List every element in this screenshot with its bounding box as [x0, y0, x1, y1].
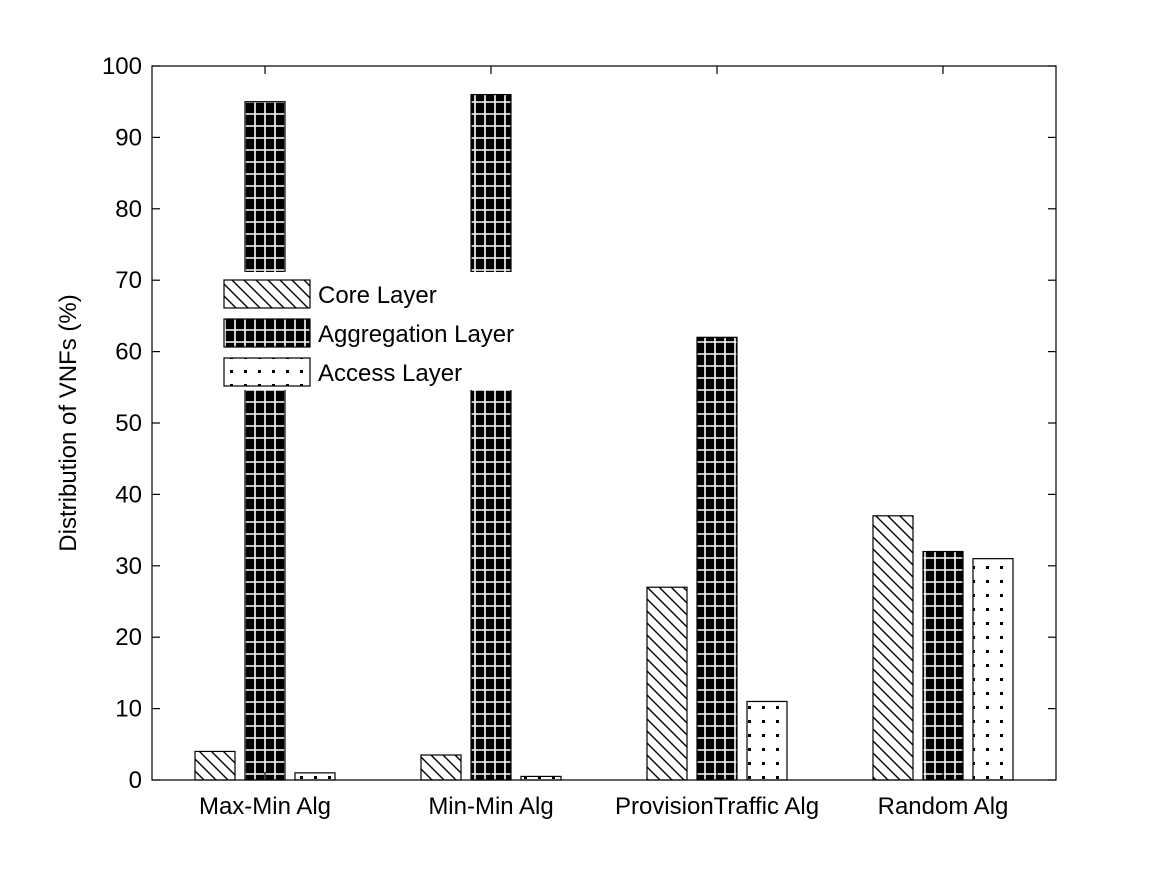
- y-tick-label-10: 10: [115, 696, 142, 723]
- y-tick-label-40: 40: [115, 481, 142, 508]
- y-tick-label-80: 80: [115, 196, 142, 223]
- y-tick-label-0: 0: [129, 767, 142, 794]
- plot-frame: [151, 65, 1057, 781]
- axes-layer: [151, 65, 1057, 781]
- bar-core-layer-0: [194, 750, 236, 781]
- y-tick-label-60: 60: [115, 339, 142, 366]
- legend-swatch-2: [223, 357, 311, 387]
- bar-aggregation-layer-3: [922, 550, 964, 781]
- bar-access-layer-2: [746, 700, 788, 781]
- bar-aggregation-layer-1: [470, 93, 512, 781]
- x-tick-labels-layer: Max-Min Alg Min-Min Alg ProvisionTraffic A…: [199, 66, 1008, 820]
- y-tick-label-90: 90: [115, 124, 142, 151]
- legend-swatch-0: [223, 279, 311, 309]
- bar-core-layer-3: [872, 515, 914, 781]
- x-tick-label-3: Random Alg: [878, 793, 1009, 820]
- bar-access-layer-0: [294, 772, 336, 781]
- y-tick-label-70: 70: [115, 267, 142, 294]
- bar-aggregation-layer-2: [696, 336, 738, 781]
- y-tick-label-100: 100: [102, 53, 142, 80]
- legend-swatch-1: [223, 318, 311, 348]
- x-tick-label-1: Min-Min Alg: [428, 793, 553, 820]
- legend-label-0: Core Layer: [318, 282, 437, 309]
- y-tick-label-50: 50: [115, 410, 142, 437]
- x-tick-label-0: Max-Min Alg: [199, 793, 331, 820]
- legend-label-2: Access Layer: [318, 360, 462, 387]
- y-tick-label-30: 30: [115, 553, 142, 580]
- legend: Core Layer Aggregation Layer Access Layer: [222, 272, 558, 390]
- bar-access-layer-3: [972, 558, 1014, 781]
- y-tick-label-20: 20: [115, 624, 142, 651]
- bar-core-layer-1: [420, 754, 462, 781]
- bar-core-layer-2: [646, 586, 688, 781]
- x-tick-label-2: ProvisionTraffic Alg: [615, 793, 819, 820]
- y-ticks-layer: 0 10 20 30 40 50 60 70 80 90 100: [102, 53, 1056, 794]
- bars-layer: [194, 93, 1014, 781]
- bar-aggregation-layer-0: [244, 101, 286, 781]
- y-axis-label: Distribution of VNFs (%): [55, 294, 82, 551]
- legend-label-1: Aggregation Layer: [318, 321, 514, 348]
